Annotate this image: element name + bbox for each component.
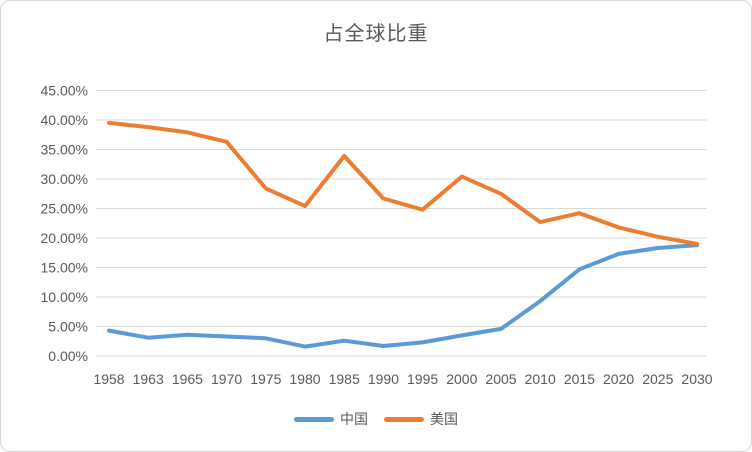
x-axis-tick-label: 1990	[368, 371, 399, 387]
legend-swatch-usa	[384, 416, 424, 422]
legend-label-china: 中国	[340, 411, 368, 427]
series-line-china	[107, 243, 699, 349]
x-axis-tick-label: 2000	[446, 371, 477, 387]
y-axis-tick-label: 10.00%	[41, 289, 88, 305]
legend-swatch-china	[294, 416, 334, 422]
y-axis-tick-label: 40.00%	[41, 112, 88, 128]
x-axis-tick-label: 2005	[485, 371, 516, 387]
y-axis-tick-label: 35.00%	[41, 142, 88, 158]
legend-item-usa: 美国	[384, 409, 458, 429]
legend: 中国 美国	[1, 404, 751, 434]
x-axis-tick-label: 1965	[172, 371, 203, 387]
y-axis-tick-label: 30.00%	[41, 171, 88, 187]
y-axis-tick-label: 0.00%	[48, 348, 88, 364]
x-axis-tick-label: 1985	[329, 371, 360, 387]
legend-label-usa: 美国	[430, 411, 458, 427]
x-axis-tick-label: 1995	[407, 371, 438, 387]
x-axis-tick-label: 1975	[250, 371, 281, 387]
y-axis-tick-label: 15.00%	[41, 260, 88, 276]
y-axis-tick-label: 5.00%	[48, 319, 88, 335]
x-axis-tick-label: 2020	[603, 371, 634, 387]
x-axis-tick-label: 2015	[564, 371, 595, 387]
x-axis-tick-label: 1963	[133, 371, 164, 387]
x-axis-tick-label: 2030	[681, 371, 712, 387]
y-axis-tick-label: 25.00%	[41, 201, 88, 217]
legend-item-china: 中国	[294, 409, 368, 429]
y-axis-tick-label: 20.00%	[41, 230, 88, 246]
series-line-usa	[107, 120, 699, 246]
x-axis-tick-label: 1980	[289, 371, 320, 387]
x-axis-tick-label: 2010	[525, 371, 556, 387]
chart-title: 占全球比重	[323, 23, 429, 45]
y-axis-tick-label: 45.00%	[41, 83, 88, 99]
x-axis-tick-label: 1970	[211, 371, 242, 387]
x-axis-tick-label: 2025	[642, 371, 673, 387]
x-axis-tick-label: 1958	[93, 371, 124, 387]
